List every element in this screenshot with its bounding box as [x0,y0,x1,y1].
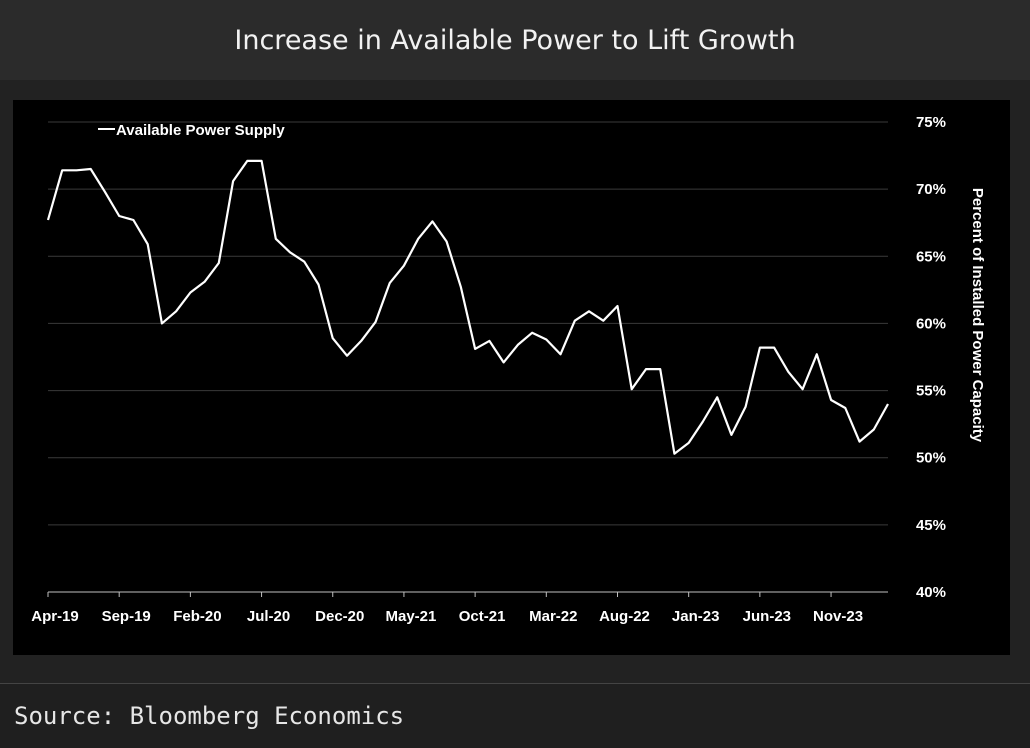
x-tick-label: Jun-23 [743,608,791,625]
x-tick-label: Oct-21 [459,608,506,625]
y-axis-title: Percent of Installed Power Capacity [969,188,986,443]
series-line-available-power-supply [46,159,889,455]
x-tick-label: Mar-22 [529,608,577,625]
chart-header: Increase in Available Power to Lift Grow… [0,0,1030,80]
y-tick-label: 50% [916,450,946,467]
y-tick-label: 40% [916,584,946,601]
source-note: Source: Bloomberg Economics [14,702,405,730]
x-tick-label: Feb-20 [173,608,221,625]
x-tick-label: Jul-20 [247,608,290,625]
y-tick-label: 65% [916,248,946,265]
x-tick-label: Dec-20 [315,608,364,625]
line-chart: 40% 45% 50% 55% 60% 65% 70% 75% Apr-19 Sep-19 Feb-… [31,114,986,625]
x-tick-label: Apr-19 [31,608,79,625]
legend-label: Available Power Supply [116,122,285,139]
x-tick-label: Aug-22 [599,608,650,625]
y-tick-label: 45% [916,517,946,534]
y-tick-label: 70% [916,181,946,198]
footer: Source: Bloomberg Economics [0,683,1030,748]
x-tick-label: May-21 [386,608,437,625]
x-tick-label: Nov-23 [813,608,863,625]
chart-title: Increase in Available Power to Lift Grow… [234,24,796,56]
y-tick-label: 75% [916,114,946,131]
x-tick-label: Sep-19 [102,608,151,625]
x-tick-label: Jan-23 [672,608,720,625]
y-tick-label: 60% [916,315,946,332]
y-tick-label: 55% [916,383,946,400]
chart-panel [13,100,1010,655]
